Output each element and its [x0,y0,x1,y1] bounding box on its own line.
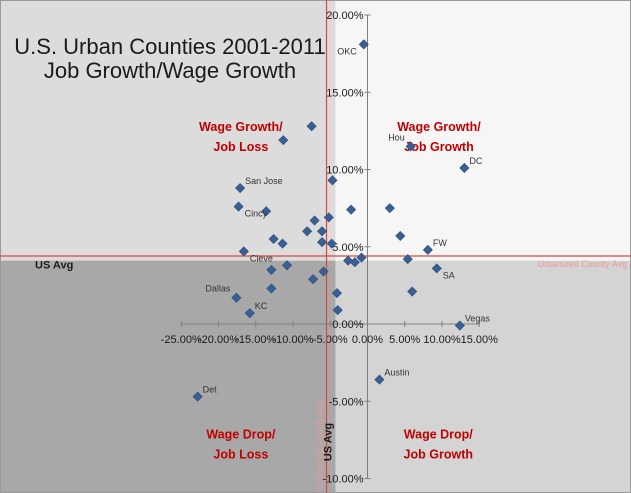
chart-title-line-2: Job Growth/Wage Growth [44,58,296,83]
data-point-kc [244,308,255,319]
y-tick-label: 20.00% [326,10,364,22]
quadrant-label-wage-growth-job-growth-line-2: Job Growth [404,140,473,154]
point-label-det: Det [203,385,218,395]
x-tick-label: -20.00% [198,334,239,346]
data-point [346,204,357,215]
data-point [278,135,289,146]
point-label-dc: DC [469,156,482,166]
data-point [349,257,360,268]
quadrant-label-wage-growth-job-growth-line-1: Wage Growth/ [397,120,481,134]
x-tick-label: -10.00% [273,334,314,346]
chart-title-line-1: U.S. Urban Counties 2001-2011 [14,34,325,59]
data-point [384,203,395,214]
x-tick-label: -5.00% [313,334,348,346]
data-point [302,226,313,237]
data-point-vegas [454,320,465,331]
point-label-hou: Hou [388,132,405,142]
point-label-fw: FW [433,238,447,248]
y-tick-label: -10.00% [323,474,364,486]
data-point [266,283,277,294]
y-tick-label: 15.00% [326,87,364,99]
data-point-hou [405,141,416,152]
data-point [306,121,317,132]
point-label-austin: Austin [384,368,409,378]
data-point [331,288,342,299]
point-label-cleve: Cleve [250,253,273,263]
data-point [318,266,329,277]
tick-labels: -25.00%-20.00%-15.00%-10.00% -5.00% 0.00% 5… [161,10,498,486]
data-point [395,230,406,241]
data-point [277,238,288,249]
quadrant-label-wage-growth-job-loss-line-1: Wage Growth/ [199,120,283,134]
data-point [343,255,354,266]
data-point [308,274,319,285]
data-point [317,226,328,237]
y-tick-label: 5.00% [332,242,363,254]
data-point-okc [358,39,369,50]
data-point [309,215,320,226]
data-point [356,252,367,263]
data-point-dc [459,162,470,173]
point-label-okc: OKC [337,46,357,56]
urban-county-avg-label-horizontal: Urbanized County Avg [538,259,627,269]
quadrant-label-wage-drop-job-loss-line-2: Job Loss [213,447,268,461]
point-label-kc: KC [255,301,268,311]
point-label-cincy: Cincy [245,209,268,219]
quadrant-lower-right [335,260,631,493]
data-points [192,39,470,402]
y-tick-label: 0.00% [332,319,363,331]
point-labels: OKC Hou DC San Jose Cincy FW Cleve SA Dallas KC Ve… [203,46,491,394]
point-label-vegas: Vegas [465,314,491,324]
point-label-dallas: Dallas [205,284,231,294]
data-point [323,212,334,223]
quadrant-label-wage-drop-job-growth-line-1: Wage Drop/ [404,427,474,441]
quadrant-upper-left [0,0,336,261]
data-point [317,237,328,248]
x-tick-label: 0.00% [352,334,383,346]
quadrant-label-wage-growth-job-loss-line-2: Job Loss [213,140,268,154]
data-point-det [192,391,203,402]
urban-county-avg-label-vertical: Urbanized County Avg [315,400,325,489]
x-tick-label: 10.00% [423,334,461,346]
axes [180,14,480,479]
point-label-sa: SA [443,270,455,280]
data-point [282,260,293,271]
data-point-dallas [231,292,242,303]
x-tick-label: -25.00% [161,334,202,346]
data-point [407,286,418,297]
data-point-cincy [233,201,244,212]
data-point [326,238,337,249]
data-point-cleve [238,246,249,257]
data-point [266,264,277,275]
us-avg-label-horizontal: US Avg [35,260,73,272]
quadrant-upper-right [335,0,631,261]
quadrant-label-wage-drop-job-growth-line-2: Job Growth [404,447,473,461]
data-point [402,254,413,265]
x-tick-label: 15.00% [461,334,499,346]
quadrant-lower-left [0,260,336,493]
data-point-sa [431,263,442,274]
data-point [268,234,279,245]
us-avg-label-vertical: US Avg [322,423,334,461]
data-point [327,175,338,186]
quadrant-label-wage-drop-job-loss-line-1: Wage Drop/ [206,427,276,441]
data-point-san-jose [235,183,246,194]
chart-title: U.S. Urban Counties 2001-2011 Job Growth… [14,34,325,83]
data-point [332,305,343,316]
point-label-san-jose: San Jose [245,176,283,186]
y-tick-label: -5.00% [329,396,364,408]
data-point-austin [374,374,385,385]
x-tick-label: -15.00% [235,334,276,346]
x-tick-label: 5.00% [389,334,420,346]
data-point-fw [422,244,433,255]
y-tick-label: 10.00% [326,165,364,177]
data-point [261,206,272,217]
quadrant-labels: Wage Growth/Job Loss Wage Growth/Job Grow… [199,120,481,461]
